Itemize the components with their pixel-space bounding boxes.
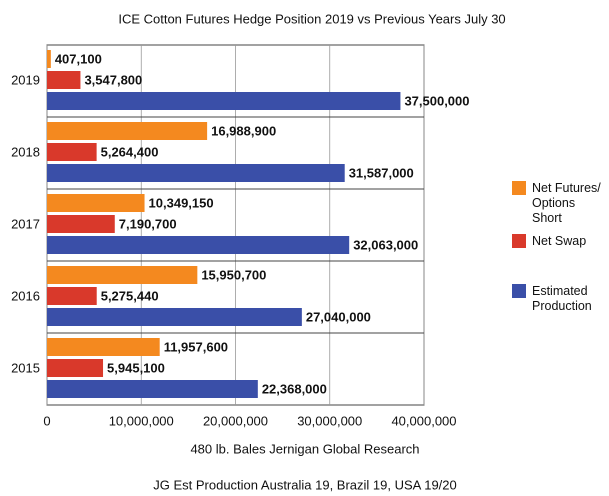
y-tick-label: 2016 — [11, 288, 40, 303]
bar — [47, 338, 160, 356]
x-axis-label: 480 lb. Bales Jernigan Global Research — [190, 441, 419, 456]
value-label: 10,349,150 — [149, 195, 214, 210]
legend-label: Estimated Production — [532, 284, 592, 313]
value-label: 5,264,400 — [101, 144, 159, 159]
legend-label: Net Futures/ Options Short — [532, 181, 601, 225]
x-tick-label: 40,000,000 — [391, 413, 456, 428]
value-label: 407,100 — [55, 51, 102, 66]
x-tick-label: 20,000,000 — [203, 413, 268, 428]
value-label: 11,957,600 — [164, 339, 228, 354]
value-label: 7,190,700 — [119, 216, 177, 231]
bar — [47, 308, 302, 326]
value-label: 3,547,800 — [84, 72, 142, 87]
bar — [47, 164, 345, 182]
bar — [47, 92, 401, 110]
bar — [47, 194, 145, 212]
value-label: 27,040,000 — [306, 309, 371, 324]
value-label: 37,500,000 — [404, 93, 469, 108]
bar — [47, 122, 208, 140]
value-label: 32,063,000 — [353, 237, 418, 252]
bar — [47, 71, 81, 89]
x-tick-label: 30,000,000 — [297, 413, 362, 428]
bar — [47, 380, 258, 398]
footnote: JG Est Production Australia 19, Brazil 1… — [153, 477, 457, 492]
value-label: 31,587,000 — [349, 165, 414, 180]
value-label: 22,368,000 — [262, 381, 327, 396]
legend-swatch — [512, 234, 526, 248]
y-tick-label: 2019 — [11, 72, 40, 87]
value-label: 5,945,100 — [107, 360, 165, 375]
bar — [47, 143, 97, 161]
bar — [47, 236, 350, 254]
x-tick-label: 10,000,000 — [109, 413, 174, 428]
y-tick-label: 2015 — [11, 360, 40, 375]
y-tick-label: 2018 — [11, 144, 40, 159]
x-tick-label: 0 — [43, 413, 50, 428]
bar — [47, 266, 198, 284]
legend-swatch — [512, 181, 526, 195]
legend-swatch — [512, 284, 526, 298]
legend-label: Net Swap — [532, 234, 587, 248]
bar — [47, 215, 115, 233]
bar — [47, 359, 104, 377]
value-label: 16,988,900 — [211, 123, 276, 138]
y-tick-label: 2017 — [11, 216, 40, 231]
value-label: 5,275,440 — [101, 288, 159, 303]
chart-title: ICE Cotton Futures Hedge Position 2019 v… — [118, 11, 505, 26]
bar — [47, 287, 97, 305]
bar — [47, 50, 51, 68]
value-label: 15,950,700 — [201, 267, 266, 282]
